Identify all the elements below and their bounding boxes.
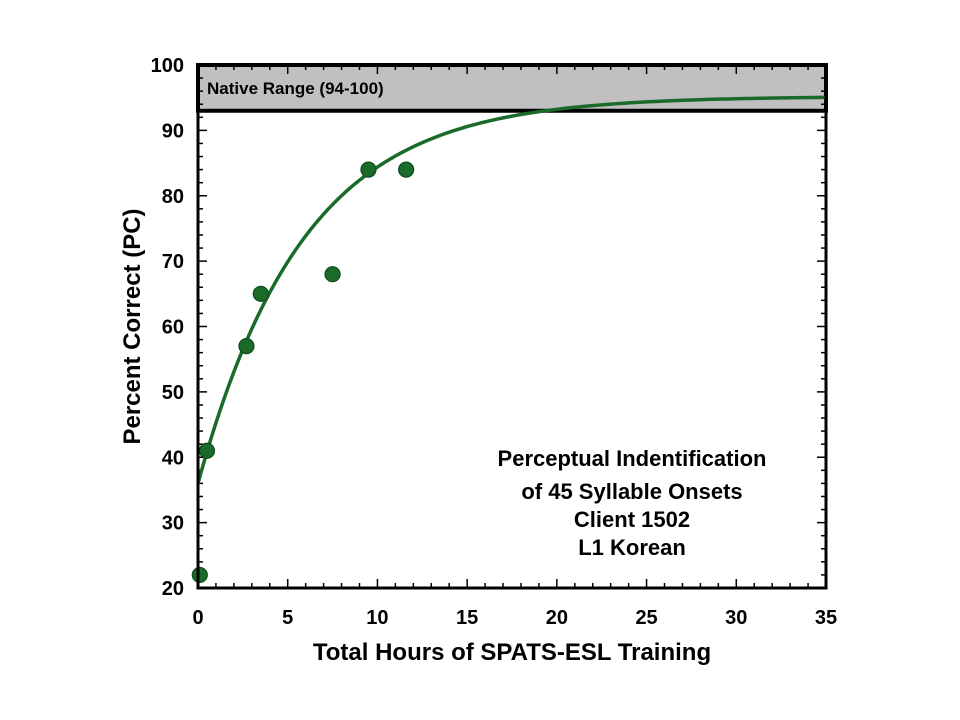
data-point: [360, 161, 377, 178]
y-tick-label: 40: [162, 447, 184, 469]
y-tick-label: 60: [162, 317, 184, 339]
tick-labels: 0 5 10 15 20 25 30 35 20 30 40 50 60 70 80 90 100: [151, 55, 838, 629]
data-point: [252, 285, 269, 302]
data-points: [191, 161, 415, 584]
x-tick-label: 5: [282, 607, 293, 629]
fit-curve: [196, 95, 827, 484]
fit-curve-layer: [196, 95, 827, 484]
x-tick-label: 25: [635, 607, 657, 629]
x-tick-label: 20: [546, 607, 568, 629]
y-tick-label: 70: [162, 251, 184, 273]
y-tick-label: 80: [162, 186, 184, 208]
x-axis-title: Total Hours of SPATS-ESL Training: [313, 639, 711, 666]
y-tick-label: 100: [151, 55, 184, 77]
data-point: [191, 566, 208, 584]
annotation-line-1: Perceptual Indentification: [498, 446, 767, 471]
y-tick-label: 30: [162, 513, 184, 535]
y-tick-label: 50: [162, 382, 184, 404]
data-point: [198, 442, 216, 459]
x-tick-label: 10: [366, 607, 388, 629]
annotation-line-3: Client 1502: [574, 507, 690, 532]
x-tick-label: 35: [815, 607, 837, 629]
annotation-line-2: of 45 Syllable Onsets: [521, 479, 742, 504]
x-tick-label: 30: [725, 607, 747, 629]
y-axis-title: Percent Correct (PC): [119, 208, 146, 444]
data-point: [324, 266, 341, 283]
x-tick-label: 0: [192, 607, 203, 629]
data-point: [238, 338, 255, 355]
annotation-line-4: L1 Korean: [578, 535, 686, 560]
plot-frame: [196, 63, 828, 590]
y-tick-label: 90: [162, 120, 184, 142]
axis-ticks: [197, 64, 827, 589]
native-range-label: Native Range (94-100): [207, 79, 384, 98]
x-tick-label: 15: [456, 607, 478, 629]
y-tick-label: 20: [162, 578, 184, 600]
data-point: [398, 161, 415, 178]
